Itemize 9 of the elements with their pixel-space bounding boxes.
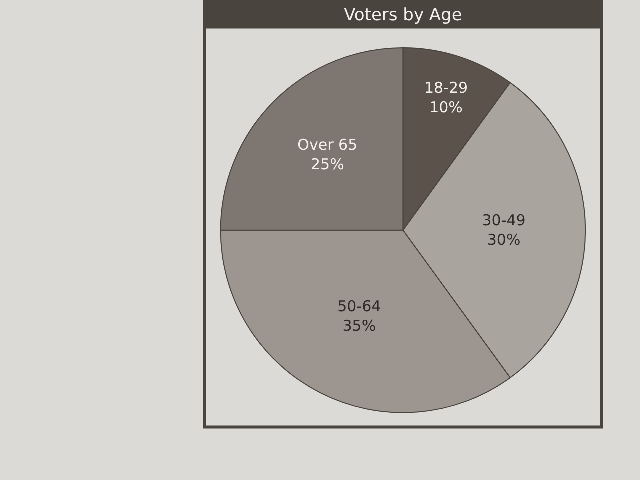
- slice-label: 18-29: [424, 79, 468, 98]
- chart-title: Voters by Age: [344, 5, 462, 26]
- data-label: 10%: [430, 98, 463, 117]
- data-label: 35%: [342, 317, 376, 336]
- slice-label: 30-49: [482, 212, 526, 230]
- data-label: 30%: [487, 231, 521, 250]
- data-label: 25%: [310, 156, 344, 174]
- slice-label: 50-64: [338, 298, 382, 316]
- slice-label: Over 65: [298, 136, 358, 154]
